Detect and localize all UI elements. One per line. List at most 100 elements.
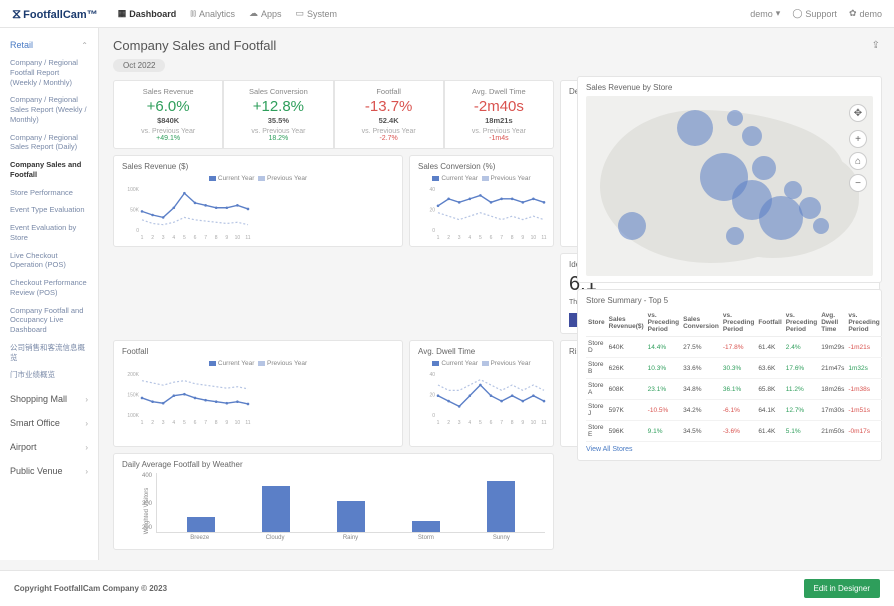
share-icon[interactable]: ⇪ [872, 40, 880, 51]
svg-text:4: 4 [172, 235, 175, 240]
sidebar-section-smart-office[interactable]: Smart Office› [0, 414, 98, 432]
linechart-footfall: 200K150K100K1234567891011 [122, 370, 252, 425]
svg-text:50K: 50K [130, 208, 140, 214]
sidebar-item-0[interactable]: Company / Regional Footfall Report (Week… [0, 54, 98, 91]
svg-text:7: 7 [204, 235, 207, 240]
map-zoom-in[interactable]: + [849, 130, 867, 148]
map-zoom-out[interactable]: − [849, 174, 867, 192]
kpi-2: Footfall-13.7%52.4Kvs. Previous Year-2.7… [334, 80, 444, 149]
svg-text:4: 4 [468, 420, 471, 425]
sidebar-item-7[interactable]: Live Checkout Operation (POS) [0, 247, 98, 275]
map-bubble[interactable] [727, 110, 743, 126]
svg-text:9: 9 [225, 420, 228, 425]
topnav: ▦Dashboard ⫾⫾Analytics ☁Apps ▭System [118, 8, 337, 19]
table-row[interactable]: Store E596K9.1%34.5%-3.6%61.4K5.1%21m50s… [586, 421, 882, 442]
svg-text:100K: 100K [127, 187, 139, 193]
svg-text:4: 4 [172, 420, 175, 425]
topbar-right: demo▾ ◯ Support ✿ demo [750, 8, 882, 19]
map-home-icon[interactable]: ⌂ [849, 152, 867, 170]
svg-text:40: 40 [429, 372, 435, 378]
settings-menu[interactable]: ✿ demo [849, 8, 882, 19]
card-weather: Daily Average Footfall by Weather Weight… [113, 453, 554, 550]
weather-bars [156, 473, 545, 533]
weather-bar [262, 486, 290, 532]
sidebar-section-retail[interactable]: Retail⌃ [0, 36, 98, 54]
card-sales-revenue: Sales Revenue ($) Current Year Previous … [113, 155, 403, 247]
svg-text:2: 2 [447, 235, 450, 240]
svg-text:6: 6 [490, 235, 493, 240]
svg-text:0: 0 [432, 228, 435, 234]
svg-text:1: 1 [141, 235, 144, 240]
svg-text:5: 5 [479, 420, 482, 425]
weather-bar [337, 501, 365, 532]
svg-text:150K: 150K [127, 393, 139, 399]
kpi-1: Sales Conversion+12.8%35.5%vs. Previous … [223, 80, 333, 149]
svg-text:7: 7 [500, 235, 503, 240]
svg-text:10: 10 [235, 420, 241, 425]
weather-bar [412, 521, 440, 532]
kpi-0: Sales Revenue+6.0%$840Kvs. Previous Year… [113, 80, 223, 149]
svg-text:10: 10 [531, 420, 537, 425]
edit-designer-button[interactable]: Edit in Designer [804, 579, 880, 598]
sidebar-section-shopping-mall[interactable]: Shopping Mall› [0, 390, 98, 408]
sidebar-item-10[interactable]: 公司销售和客流信息概览 [0, 339, 98, 367]
sidebar-item-8[interactable]: Checkout Performance Review (POS) [0, 274, 98, 302]
sidebar-item-3[interactable]: Company Sales and Footfall [0, 156, 98, 184]
sidebar-item-2[interactable]: Company / Regional Sales Report (Daily) [0, 129, 98, 157]
table-row[interactable]: Store B626K10.3%33.6%30.3%63.6K17.6%21m4… [586, 358, 882, 379]
table-row[interactable]: Store J597K-10.5%34.2%-6.1%64.1K12.7%17m… [586, 400, 882, 421]
sidebar-item-4[interactable]: Store Performance [0, 184, 98, 202]
svg-text:3: 3 [162, 420, 165, 425]
page-title: Company Sales and Footfall [113, 38, 276, 53]
logo: ⧖FootfallCam™ [12, 6, 98, 22]
sidebar-item-9[interactable]: Company Footfall and Occupancy Live Dash… [0, 302, 98, 339]
map-bubble[interactable] [752, 156, 776, 180]
sidebar-section-airport[interactable]: Airport› [0, 438, 98, 456]
nav-dashboard[interactable]: ▦Dashboard [118, 8, 177, 19]
card-sales-conversion: Sales Conversion (%) Current Year Previo… [409, 155, 554, 247]
copyright: Copyright FootfallCam Company © 2023 [14, 584, 167, 593]
table-row[interactable]: Store D640K14.4%27.5%-17.8%61.4K2.4%19m2… [586, 337, 882, 358]
date-filter[interactable]: Oct 2022 [113, 59, 165, 72]
card-footfall: Footfall Current Year Previous Year 200K… [113, 340, 403, 447]
user-menu[interactable]: demo▾ [750, 8, 780, 19]
svg-text:5: 5 [479, 235, 482, 240]
svg-text:1: 1 [141, 420, 144, 425]
nav-system[interactable]: ▭System [296, 8, 338, 19]
nav-apps[interactable]: ☁Apps [249, 8, 282, 19]
svg-text:8: 8 [215, 235, 218, 240]
map-bubble[interactable] [742, 126, 762, 146]
view-all-link[interactable]: View All Stores [586, 446, 633, 453]
svg-text:20: 20 [429, 393, 435, 399]
svg-text:8: 8 [511, 235, 514, 240]
map-bubble[interactable] [799, 197, 821, 219]
sidebar-section-public-venue[interactable]: Public Venue› [0, 462, 98, 480]
svg-text:0: 0 [432, 413, 435, 419]
svg-text:1: 1 [437, 235, 440, 240]
support-link[interactable]: ◯ Support [792, 8, 837, 19]
linechart-dwell: 402001234567891011 [418, 370, 548, 425]
svg-text:10: 10 [531, 235, 537, 240]
sidebar-item-6[interactable]: Event Evaluation by Store [0, 219, 98, 247]
nav-analytics[interactable]: ⫾⫾Analytics [190, 8, 235, 19]
kpi-row: Sales Revenue+6.0%$840Kvs. Previous Year… [113, 80, 554, 149]
svg-text:0: 0 [136, 228, 139, 234]
map-compass-icon[interactable]: ✥ [849, 104, 867, 122]
map[interactable]: ✥ + ⌂ − [586, 96, 873, 276]
svg-text:9: 9 [225, 235, 228, 240]
card-dwell: Avg. Dwell Time Current Year Previous Ye… [409, 340, 554, 447]
svg-text:6: 6 [194, 420, 197, 425]
card-map: Sales Revenue by Store ✥ + ⌂ − [577, 76, 882, 283]
map-bubble[interactable] [813, 218, 829, 234]
topbar: ⧖FootfallCam™ ▦Dashboard ⫾⫾Analytics ☁Ap… [0, 0, 894, 28]
svg-text:11: 11 [245, 420, 250, 425]
sidebar-item-5[interactable]: Event Type Evaluation [0, 201, 98, 219]
sidebar-item-11[interactable]: 门市业绩概览 [0, 366, 98, 384]
svg-text:2: 2 [151, 235, 154, 240]
svg-text:2: 2 [151, 420, 154, 425]
map-bubble[interactable] [618, 212, 646, 240]
svg-text:10: 10 [235, 235, 241, 240]
table-row[interactable]: Store A608K23.1%34.8%36.1%65.8K11.2%18m2… [586, 379, 882, 400]
svg-text:7: 7 [500, 420, 503, 425]
sidebar-item-1[interactable]: Company / Regional Sales Report (Weekly … [0, 91, 98, 128]
